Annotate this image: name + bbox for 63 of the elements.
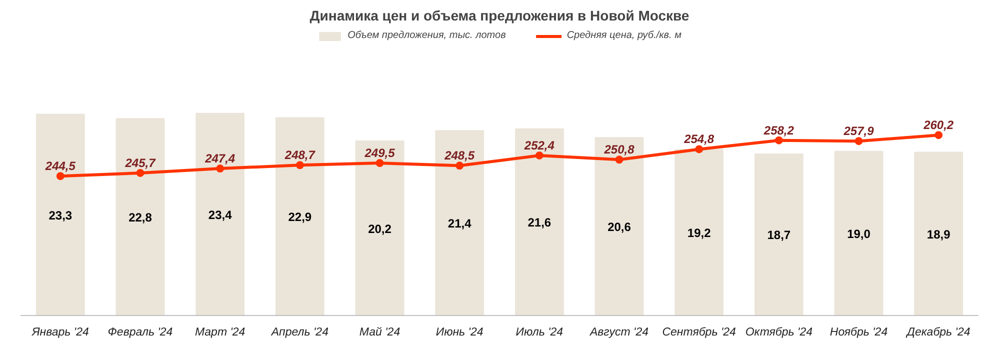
data-label: 252,4 bbox=[523, 138, 555, 152]
x-tick-label: Октябрь '24 bbox=[745, 326, 813, 338]
point bbox=[456, 162, 464, 170]
data-label: 245,7 bbox=[124, 156, 157, 170]
data-label: 20,6 bbox=[608, 220, 632, 234]
bar bbox=[196, 112, 245, 316]
point bbox=[56, 172, 64, 180]
legend-label: Объем предложения, тыс. лотов bbox=[348, 30, 506, 41]
data-label: 250,8 bbox=[603, 142, 635, 157]
data-label: 258,2 bbox=[762, 123, 794, 138]
data-label: 254,8 bbox=[683, 132, 714, 146]
x-tick-label: Август '24 bbox=[588, 326, 649, 338]
data-label: 18,7 bbox=[767, 228, 791, 242]
data-label: 20,2 bbox=[368, 222, 392, 236]
x-tick-label: Февраль '24 bbox=[108, 326, 173, 338]
bar bbox=[754, 153, 804, 316]
point bbox=[296, 161, 304, 170]
point bbox=[535, 151, 544, 160]
x-tick-label: Июнь '24 bbox=[436, 326, 484, 338]
data-label: 22,8 bbox=[128, 210, 152, 225]
x-tick-label: Декабрь '24 bbox=[904, 326, 970, 338]
data-label: 249,5 bbox=[364, 146, 396, 160]
chart-title: Динамика цен и объема предложения в Новой Москве bbox=[310, 8, 690, 24]
data-label: 18,9 bbox=[926, 227, 951, 242]
data-label: 19,2 bbox=[687, 226, 712, 240]
x-tick-label: Июль '24 bbox=[516, 326, 564, 338]
bar bbox=[275, 117, 324, 316]
point bbox=[615, 156, 624, 164]
bar bbox=[674, 149, 724, 316]
data-label: 19,0 bbox=[847, 226, 871, 241]
point bbox=[376, 159, 384, 168]
x-tick-label: Март '24 bbox=[194, 326, 246, 338]
data-label: 23,4 bbox=[208, 208, 232, 222]
data-label: 22,9 bbox=[288, 210, 312, 224]
point bbox=[854, 137, 863, 146]
point bbox=[216, 164, 224, 173]
legend-label: Средняя цена, руб./кв. м bbox=[566, 30, 682, 41]
bar bbox=[834, 150, 884, 316]
data-label: 21,4 bbox=[448, 216, 472, 231]
x-tick-label: Январь '24 bbox=[30, 326, 89, 338]
data-label: 257,9 bbox=[842, 124, 874, 138]
data-label: 248,5 bbox=[444, 148, 475, 163]
data-label: 247,4 bbox=[204, 152, 236, 166]
bar bbox=[594, 137, 644, 316]
bar bbox=[435, 130, 484, 316]
point bbox=[136, 168, 144, 177]
point bbox=[774, 136, 783, 144]
data-label: 248,7 bbox=[284, 148, 316, 162]
point bbox=[695, 145, 704, 154]
x-tick-label: Ноябрь '24 bbox=[830, 326, 888, 338]
bar bbox=[914, 152, 964, 316]
data-label: 260,2 bbox=[922, 118, 954, 132]
bar bbox=[36, 114, 85, 316]
bar bbox=[514, 128, 564, 316]
x-tick-label: Май '24 bbox=[359, 326, 400, 338]
bar bbox=[116, 118, 165, 316]
bar bbox=[355, 140, 404, 316]
point bbox=[934, 131, 943, 140]
data-label: 21,6 bbox=[528, 216, 552, 230]
data-label: 244,5 bbox=[44, 159, 76, 174]
x-tick-label: Апрель '24 bbox=[270, 326, 328, 338]
x-tick-label: Сентябрь '24 bbox=[662, 326, 736, 338]
data-label: 23,3 bbox=[48, 208, 72, 222]
